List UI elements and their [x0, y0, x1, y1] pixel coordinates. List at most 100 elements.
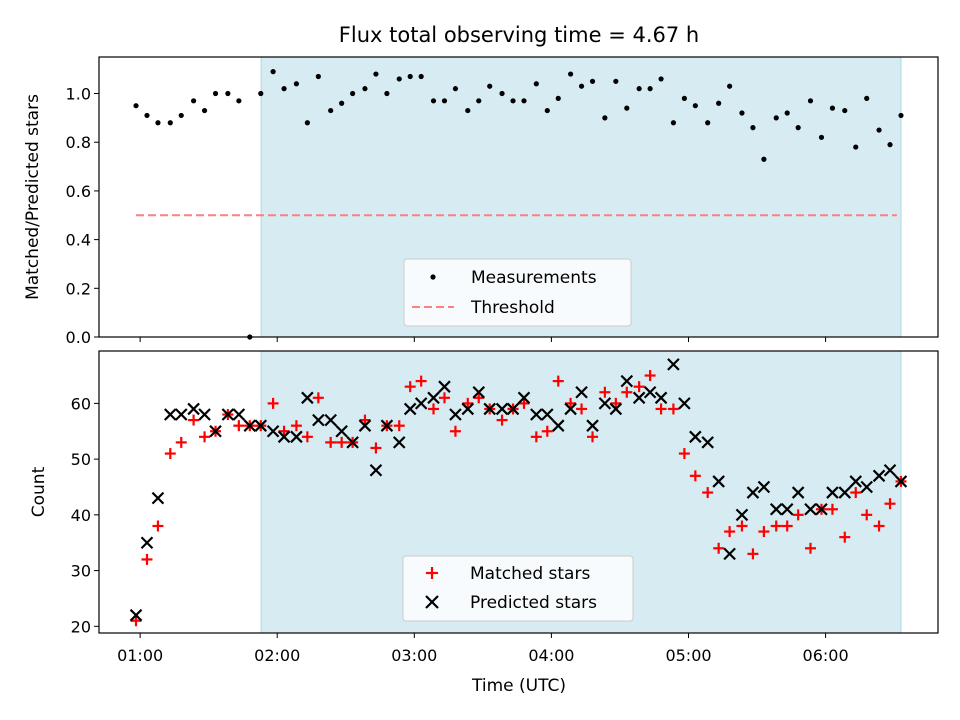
matched-star-point	[552, 375, 564, 387]
predicted-star-point	[472, 385, 486, 399]
predicted-star-point	[254, 419, 268, 432]
matched-star-point	[359, 414, 371, 426]
measurement-point	[658, 76, 664, 82]
predicted-star-point	[198, 408, 211, 421]
measurement-point	[795, 125, 801, 131]
predicted-star-point	[277, 430, 291, 444]
matched-star-point	[312, 392, 324, 404]
measurement-point	[144, 112, 150, 119]
matched-star-point	[724, 526, 736, 538]
legend-predicted-label: Predicted stars	[470, 593, 597, 613]
measurement-point	[784, 110, 790, 116]
matched-star-point	[449, 425, 461, 437]
matched-star-point	[781, 520, 793, 532]
measurement-point	[613, 78, 619, 84]
predicted-star-point	[530, 408, 543, 421]
predicted-star-point	[586, 419, 599, 432]
matched-star-point	[496, 414, 508, 426]
predicted-star-point	[483, 402, 496, 416]
measurement-point	[647, 86, 653, 92]
predicted-star-point	[689, 430, 702, 444]
predicted-star-point	[369, 463, 383, 477]
matched-star-point	[130, 615, 142, 627]
measurement-point	[328, 107, 334, 114]
predicted-star-point	[838, 486, 852, 499]
matched-star-point	[884, 498, 896, 510]
predicted-star-point	[678, 397, 691, 410]
matched-star-point	[770, 520, 782, 532]
predicted-star-point	[403, 402, 417, 416]
measurement-point	[705, 120, 711, 126]
bottom-y-tick-label: 50	[71, 450, 91, 469]
matched-star-point	[633, 381, 645, 393]
matched-star-point	[565, 397, 577, 409]
top-y-axis-label: Matched/Predicted stars	[23, 94, 43, 300]
matched-star-point	[428, 403, 440, 415]
legend-threshold-label: Threshold	[470, 298, 555, 318]
predicted-star-point	[392, 436, 406, 449]
measurement-point	[681, 95, 687, 101]
matched-star-point	[325, 436, 337, 448]
predicted-star-point	[791, 486, 805, 499]
predicted-star-point	[312, 413, 325, 427]
measurement-point	[716, 100, 722, 106]
matched-star-point	[576, 403, 588, 415]
predicted-star-point	[301, 391, 314, 405]
predicted-star-point	[746, 486, 760, 499]
measurement-point	[887, 142, 893, 148]
top-y-tick-label: 0.4	[66, 231, 91, 250]
measurement-point	[201, 107, 208, 114]
matched-star-point	[826, 503, 838, 515]
predicted-star-point	[723, 547, 736, 561]
matched-star-point	[758, 526, 770, 538]
matched-star-point	[141, 553, 153, 565]
x-tick-label: 03:00	[391, 646, 437, 665]
matched-star-point	[233, 420, 245, 432]
matched-star-point	[336, 436, 348, 448]
x-tick-label: 05:00	[665, 646, 711, 665]
measurement-point	[853, 144, 859, 150]
bottom-y-axis-label: Count	[29, 466, 49, 517]
measurement-point	[761, 156, 767, 162]
predicted-star-point	[414, 397, 428, 410]
bottom-legend: Matched stars Predicted stars	[402, 555, 634, 622]
predicted-star-point	[883, 463, 897, 477]
predicted-star-point	[860, 480, 873, 494]
predicted-star-point	[151, 491, 165, 505]
predicted-star-point	[757, 480, 771, 494]
predicted-star-point	[541, 408, 554, 421]
measurement-point	[510, 98, 516, 104]
matched-star-point	[621, 386, 633, 398]
measurement-point	[373, 71, 379, 77]
measurement-point	[178, 112, 184, 119]
matched-star-point	[301, 431, 313, 443]
measurement-point	[155, 120, 161, 126]
matched-star-point	[873, 520, 885, 532]
predicted-star-point	[140, 536, 154, 549]
measurement-point	[692, 103, 698, 109]
legend-matched-label: Matched stars	[470, 564, 590, 584]
measurement-point	[555, 95, 561, 101]
predicted-star-point	[380, 419, 394, 432]
measurement-point	[339, 100, 345, 106]
matched-star-point	[736, 520, 748, 532]
matched-star-point	[188, 414, 200, 426]
predicted-star-point	[815, 502, 828, 516]
legend-predicted-marker	[425, 595, 439, 609]
matched-star-point	[792, 509, 804, 521]
predicted-star-point	[174, 408, 188, 421]
matched-star-point	[702, 487, 714, 499]
predicted-star-point	[290, 430, 303, 444]
measurement-point	[602, 115, 608, 121]
measurement-point	[236, 98, 242, 104]
measurement-point	[578, 83, 585, 89]
matched-star-point	[667, 403, 679, 415]
measurement-point	[258, 90, 264, 97]
top-legend: Measurements Threshold	[403, 258, 632, 327]
legend-matched-marker	[426, 567, 438, 579]
predicted-star-point	[266, 424, 280, 438]
measurement-point	[533, 81, 539, 87]
matched-star-point	[267, 397, 279, 409]
matched-star-point	[839, 531, 851, 543]
